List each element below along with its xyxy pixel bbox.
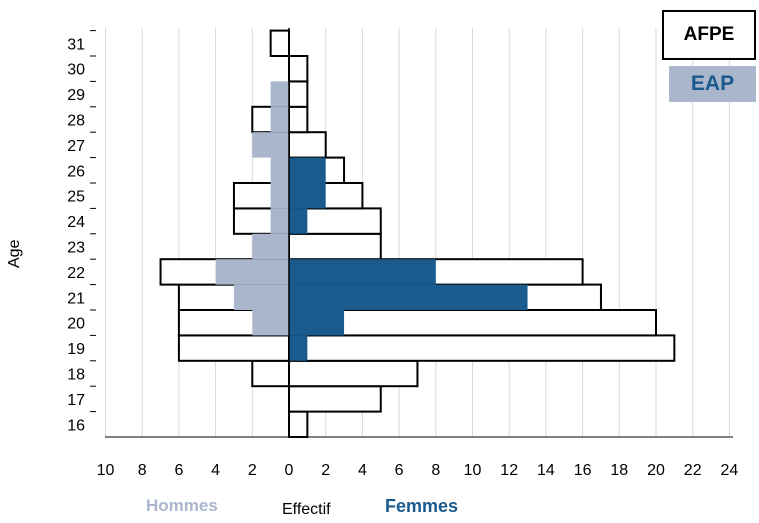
x-tick-label: 8 bbox=[138, 462, 147, 479]
afpe-hommes-bar-age-19 bbox=[177, 334, 290, 362]
y-axis-label: Age bbox=[6, 239, 23, 268]
x-tick-label: 4 bbox=[358, 462, 367, 479]
afpe-bars bbox=[159, 29, 676, 439]
x-tick-label: 20 bbox=[647, 462, 665, 479]
x-tick-label: 10 bbox=[97, 462, 115, 479]
afpe-femmes-bar-age-19 bbox=[288, 334, 676, 362]
x-tick-label: 0 bbox=[285, 462, 294, 479]
legend-eap: EAP bbox=[669, 66, 756, 102]
axes bbox=[105, 28, 733, 438]
y-tick-label: 24 bbox=[67, 214, 85, 231]
x-tick-label: 6 bbox=[174, 462, 183, 479]
eap-hommes-bar-age-21 bbox=[233, 284, 289, 310]
y-tick-label: 17 bbox=[67, 392, 85, 409]
x-tick-label: 12 bbox=[500, 462, 518, 479]
y-tick-label: 22 bbox=[67, 265, 85, 282]
eap-hommes-bar-age-20 bbox=[252, 310, 289, 336]
eap-hommes-bar-age-28 bbox=[270, 106, 289, 133]
x-tick-label: 10 bbox=[464, 462, 482, 479]
eap-hommes-bar-age-26 bbox=[270, 157, 289, 183]
x-tick-labels: 10 8 6 4 2 0 2 4 6 8 10 12 14 16 18 20 22 24 bbox=[97, 462, 739, 479]
x-tick-label: 24 bbox=[721, 462, 739, 479]
eap-femmes-bar-age-19 bbox=[289, 335, 308, 361]
y-tick-label: 28 bbox=[67, 113, 85, 130]
x-tick-label: 18 bbox=[610, 462, 628, 479]
eap-femmes-bar-age-22 bbox=[289, 259, 436, 285]
eap-femmes-bar-age-21 bbox=[289, 284, 528, 310]
y-tick-label: 26 bbox=[67, 163, 85, 180]
y-tick-labels: 16 17 18 19 20 21 22 23 24 25 26 27 28 29 30 31 bbox=[67, 30, 96, 434]
y-tick-label: 31 bbox=[67, 36, 85, 53]
afpe-hommes-bar-age-31 bbox=[269, 29, 290, 57]
afpe-hommes-bar-age-18 bbox=[251, 359, 291, 388]
afpe-femmes-bar-age-29 bbox=[288, 80, 309, 108]
x-axis-label: Effectif bbox=[282, 501, 331, 518]
y-tick-label: 21 bbox=[67, 290, 85, 307]
legend-eap-label: EAP bbox=[690, 72, 735, 95]
afpe-femmes-bar-age-30 bbox=[288, 55, 309, 83]
y-tick-label: 23 bbox=[67, 240, 85, 257]
eap-hommes-bar-age-22 bbox=[215, 259, 289, 285]
eap-femmes-bar-age-26 bbox=[289, 157, 326, 183]
x-tick-label: 8 bbox=[431, 462, 440, 479]
x-tick-label: 4 bbox=[211, 462, 220, 479]
y-tick-label: 16 bbox=[67, 417, 85, 434]
afpe-femmes-bar-age-20 bbox=[288, 309, 657, 337]
eap-hommes-bar-age-29 bbox=[270, 81, 289, 107]
y-tick-label: 20 bbox=[67, 316, 85, 333]
eap-hommes-bar-age-24 bbox=[270, 208, 289, 234]
eap-femmes-bar-age-24 bbox=[289, 208, 308, 234]
legend-afpe-label: AFPE bbox=[683, 24, 735, 45]
x-tick-label: 6 bbox=[395, 462, 404, 479]
afpe-femmes-bar-age-28 bbox=[288, 105, 309, 134]
hommes-label: Hommes bbox=[146, 496, 218, 515]
legend-afpe: AFPE bbox=[662, 10, 756, 60]
x-tick-label: 2 bbox=[248, 462, 257, 479]
eap-bars bbox=[215, 81, 528, 361]
y-tick-label: 29 bbox=[67, 87, 85, 104]
afpe-femmes-bar-age-16 bbox=[288, 410, 309, 439]
eap-femmes-bar-age-20 bbox=[289, 310, 345, 336]
afpe-femmes-bar-age-27 bbox=[288, 131, 327, 159]
x-tick-label: 2 bbox=[321, 462, 330, 479]
y-tick-label: 18 bbox=[67, 367, 85, 384]
femmes-label: Femmes bbox=[385, 496, 459, 516]
y-tick-label: 25 bbox=[67, 189, 85, 206]
eap-femmes-bar-age-25 bbox=[289, 183, 326, 209]
x-tick-label: 16 bbox=[574, 462, 592, 479]
eap-hommes-bar-age-23 bbox=[252, 233, 289, 260]
y-tick-label: 30 bbox=[67, 62, 85, 79]
afpe-femmes-bar-age-23 bbox=[288, 232, 382, 261]
eap-hommes-bar-age-27 bbox=[252, 132, 289, 158]
x-tick-label: 22 bbox=[684, 462, 702, 479]
y-tick-label: 19 bbox=[67, 341, 85, 358]
x-tick-label: 14 bbox=[537, 462, 555, 479]
afpe-femmes-bar-age-18 bbox=[288, 359, 419, 388]
afpe-femmes-bar-age-17 bbox=[288, 385, 382, 413]
eap-hommes-bar-age-25 bbox=[270, 183, 289, 209]
y-tick-label: 27 bbox=[67, 138, 85, 155]
